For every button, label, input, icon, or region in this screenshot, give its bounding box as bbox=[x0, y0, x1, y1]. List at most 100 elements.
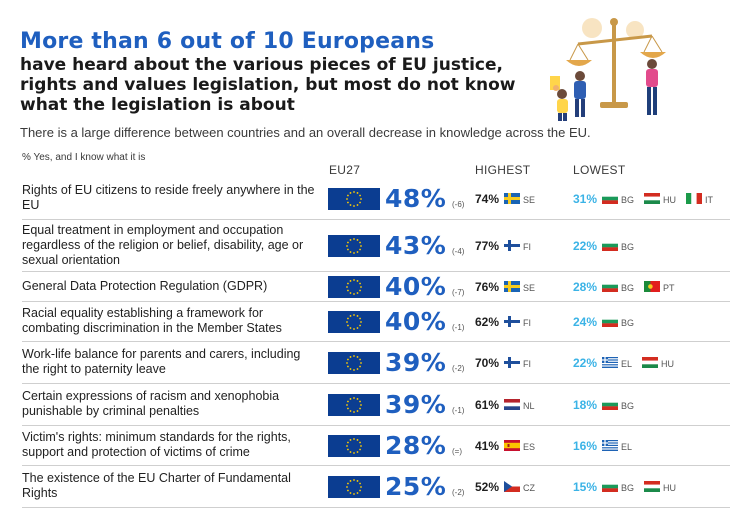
flag-el-icon bbox=[602, 357, 619, 368]
highest-cell: 52% CZ bbox=[475, 480, 540, 494]
eu-flag-icon bbox=[328, 476, 380, 498]
row-label: Certain expressions of racism and xenoph… bbox=[22, 389, 280, 418]
flag-bg-icon bbox=[602, 316, 619, 327]
eu-flag-icon bbox=[328, 276, 380, 298]
lowest-value: 31% bbox=[573, 192, 598, 206]
row-label: Work-life balance for parents and carers… bbox=[22, 347, 301, 376]
lowest-cell: 15% BG HU bbox=[573, 480, 681, 494]
highest-cell: 76% SE bbox=[475, 280, 540, 294]
country-code: NL bbox=[523, 401, 535, 411]
flag-es-icon bbox=[504, 440, 521, 451]
country-code: BG bbox=[621, 283, 635, 293]
highest-value: 70% bbox=[475, 356, 500, 370]
lowest-cell: 22% EL HU bbox=[573, 356, 679, 370]
lowest-value: 28% bbox=[573, 280, 598, 294]
flag-nl-icon bbox=[504, 399, 521, 410]
country-code: BG bbox=[621, 401, 635, 411]
country-code: BG bbox=[621, 195, 635, 205]
row-label: Rights of EU citizens to reside freely a… bbox=[22, 183, 315, 212]
row-label: Victim's rights: minimum standards for t… bbox=[22, 430, 291, 459]
eu27-value: 39% bbox=[385, 348, 447, 377]
row-label: Racial equality establishing a framework… bbox=[22, 306, 282, 335]
country-code: SE bbox=[523, 283, 536, 293]
flag-hu-icon bbox=[642, 357, 659, 368]
country-code: EL bbox=[621, 442, 633, 452]
country-code: SE bbox=[523, 195, 536, 205]
lowest-value: 18% bbox=[573, 398, 598, 412]
highest-cell: 77% FI bbox=[475, 239, 536, 253]
table-row: General Data Protection Regulation (GDPR… bbox=[22, 272, 730, 302]
country-code: HU bbox=[663, 483, 677, 493]
country-code: BG bbox=[621, 483, 635, 493]
eu-flag-icon bbox=[328, 188, 380, 210]
flag-bg-icon bbox=[602, 240, 619, 251]
change-value: (-2) bbox=[452, 364, 465, 373]
flag-fi-icon bbox=[504, 240, 521, 251]
flag-it-icon bbox=[686, 193, 703, 204]
country-code: BG bbox=[621, 318, 635, 328]
country-code: FI bbox=[523, 359, 532, 369]
lowest-value: 15% bbox=[573, 480, 598, 494]
flag-bg-icon bbox=[602, 281, 619, 292]
highest-value: 61% bbox=[475, 398, 500, 412]
flag-bg-icon bbox=[602, 481, 619, 492]
measure-label: % Yes, and I know what it is bbox=[22, 152, 146, 163]
country-code: IT bbox=[705, 195, 714, 205]
highest-cell: 61% NL bbox=[475, 398, 540, 412]
highest-value: 41% bbox=[475, 439, 500, 453]
flag-hu-icon bbox=[644, 481, 661, 492]
country-code: EL bbox=[621, 359, 633, 369]
highest-cell: 74% SE bbox=[475, 192, 540, 206]
country-code: FI bbox=[523, 242, 532, 252]
eu-flag-icon bbox=[328, 235, 380, 257]
table-row: Certain expressions of racism and xenoph… bbox=[22, 384, 730, 426]
highest-cell: 70% FI bbox=[475, 356, 536, 370]
flag-bg-icon bbox=[602, 193, 619, 204]
change-value: (-7) bbox=[452, 288, 465, 297]
eu-flag-icon bbox=[328, 394, 380, 416]
table-row: Work-life balance for parents and carers… bbox=[22, 342, 730, 384]
country-code: BG bbox=[621, 242, 635, 252]
highest-value: 74% bbox=[475, 192, 500, 206]
flag-cz-icon bbox=[504, 481, 521, 492]
eu-flag-icon bbox=[328, 311, 380, 333]
change-value: (-6) bbox=[452, 200, 465, 209]
table-row: The existence of the EU Charter of Funda… bbox=[22, 466, 730, 508]
eu27-value: 48% bbox=[385, 184, 447, 213]
highest-value: 77% bbox=[475, 239, 500, 253]
table-row: Equal treatment in employment and occupa… bbox=[22, 220, 730, 272]
page-subtitle: have heard about the various pieces of E… bbox=[20, 55, 516, 115]
change-value: (-1) bbox=[452, 323, 465, 332]
flag-pt-icon bbox=[644, 281, 661, 292]
eu27-value: 40% bbox=[385, 272, 447, 301]
country-code: FI bbox=[523, 318, 532, 328]
justice-scale-illustration bbox=[550, 18, 666, 121]
change-value: (=) bbox=[452, 447, 462, 456]
lowest-cell: 28% BG PT bbox=[573, 280, 680, 294]
lowest-cell: 16% EL bbox=[573, 439, 637, 453]
flag-se-icon bbox=[504, 193, 521, 204]
flag-se-icon bbox=[504, 281, 521, 292]
row-label: The existence of the EU Charter of Funda… bbox=[22, 471, 291, 500]
column-header-eu27: EU27 bbox=[329, 163, 361, 177]
lowest-value: 22% bbox=[573, 239, 598, 253]
flag-hu-icon bbox=[644, 193, 661, 204]
highest-value: 52% bbox=[475, 480, 500, 494]
lowest-cell: 31% BG HU IT bbox=[573, 192, 718, 206]
table-row: Racial equality establishing a framework… bbox=[22, 302, 730, 342]
eu27-value: 28% bbox=[385, 431, 447, 460]
flag-fi-icon bbox=[504, 316, 521, 327]
country-code: ES bbox=[523, 442, 536, 452]
row-label: Equal treatment in employment and occupa… bbox=[22, 223, 304, 267]
page-title: More than 6 out of 10 Europeans bbox=[20, 29, 435, 54]
eu-flag-icon bbox=[328, 352, 380, 374]
lowest-value: 24% bbox=[573, 315, 598, 329]
results-table: Rights of EU citizens to reside freely a… bbox=[22, 178, 730, 508]
eu27-value: 43% bbox=[385, 231, 447, 260]
lowest-value: 22% bbox=[573, 356, 598, 370]
row-label: General Data Protection Regulation (GDPR… bbox=[22, 279, 268, 293]
eu27-value: 40% bbox=[385, 307, 447, 336]
eu27-value: 39% bbox=[385, 390, 447, 419]
highest-cell: 62% FI bbox=[475, 315, 536, 329]
country-code: HU bbox=[661, 359, 675, 369]
